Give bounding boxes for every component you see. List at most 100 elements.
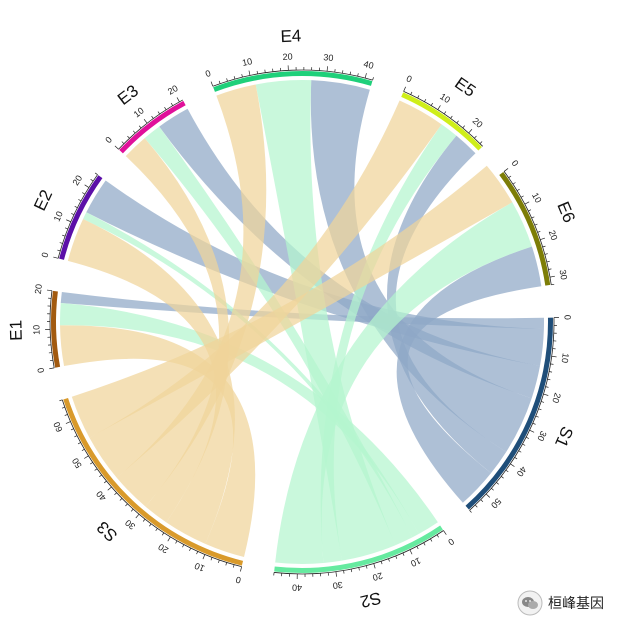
sector-label-e6: E6 [553, 199, 579, 226]
tick-mark [430, 102, 433, 106]
tick-mark [538, 408, 542, 411]
sector-axis-e1 [49, 290, 55, 368]
sector-axis-s2 [274, 530, 444, 575]
tick-mark [403, 86, 406, 92]
tick-mark [78, 199, 82, 202]
tick-mark [525, 436, 529, 439]
tick-label: 0 [405, 73, 414, 84]
link-s3-e4 [116, 84, 267, 507]
tick-mark [402, 552, 405, 556]
tick-mark [373, 563, 376, 569]
tick-mark [64, 227, 68, 230]
tick-mark [534, 223, 538, 226]
tick-label: 20 [547, 229, 560, 242]
tick-mark [103, 480, 107, 484]
tick-mark [364, 73, 367, 79]
tick-mark [233, 76, 236, 80]
tick-mark [508, 175, 512, 178]
tick-mark [53, 256, 59, 259]
tick-mark [176, 97, 180, 102]
sector-axis-e5 [403, 91, 483, 147]
tick-mark [443, 111, 447, 115]
sector-label-e2: E2 [30, 187, 56, 214]
tick-mark [537, 230, 541, 233]
tick-mark [84, 184, 90, 188]
tick-label: 10 [241, 56, 253, 68]
watermark: 桓峰基因 [517, 590, 604, 616]
link-s2-e6 [275, 202, 532, 564]
tick-mark [143, 119, 148, 124]
links-layer [60, 80, 544, 564]
tick-label: 20 [156, 542, 170, 556]
tick-mark [151, 115, 154, 119]
tick-mark [520, 195, 524, 198]
tick-mark [549, 275, 555, 278]
tick-mark [437, 105, 441, 110]
tick-mark [196, 551, 199, 555]
tick-mark [380, 561, 383, 565]
sector-band-s2 [274, 525, 443, 573]
tick-mark [241, 74, 243, 78]
tick-mark [218, 80, 221, 84]
link-s3-e3 [125, 138, 230, 523]
link-s3-e6 [71, 165, 513, 438]
tick-mark [175, 540, 178, 544]
tick-mark [531, 216, 535, 219]
tick-mark [335, 571, 337, 577]
tick-mark [468, 128, 473, 134]
tick-mark [436, 534, 439, 538]
tick-mark [450, 115, 453, 119]
tick-mark [84, 455, 89, 459]
tick-mark [358, 567, 360, 571]
sectors-layer: 0 10 20 30 40 50 S1 0 10 20 30 40 S2 0 10 20 30 40 50 60 S3 0… [6, 26, 579, 611]
sector-e1: 0 10 20 E1 [6, 283, 61, 374]
tick-mark [529, 429, 535, 433]
link-s2-e5 [320, 124, 457, 564]
tick-mark [540, 237, 546, 240]
tick-mark [357, 73, 359, 77]
tick-label: 0 [103, 135, 114, 146]
tick-mark [479, 141, 483, 144]
tick-mark [505, 469, 509, 473]
tick-label: 20 [371, 570, 383, 582]
tick-mark [90, 179, 94, 182]
tick-label: 20 [282, 52, 293, 63]
tick-mark [541, 401, 545, 403]
tick-mark [65, 421, 71, 424]
tick-mark [456, 120, 459, 124]
sector-s2: 0 10 20 30 40 S2 [273, 525, 456, 611]
tick-mark [114, 145, 119, 150]
tick-mark [514, 457, 518, 460]
tick-mark [61, 406, 65, 409]
tick-label: 30 [535, 429, 548, 442]
tick-mark [121, 141, 125, 144]
sector-axis-e3 [118, 99, 184, 150]
tick-mark [132, 130, 136, 134]
link-s2-e4 [255, 80, 396, 561]
tick-mark [500, 476, 504, 479]
tick-mark [549, 371, 553, 373]
tick-label: 10 [530, 191, 544, 205]
tick-label: 30 [123, 518, 137, 532]
tick-mark [64, 414, 68, 416]
tick-mark [516, 188, 520, 191]
tick-label: 0 [35, 367, 46, 374]
tick-label: 20 [70, 173, 84, 187]
tick-mark [416, 546, 419, 550]
tick-mark [388, 558, 390, 562]
tick-mark [94, 172, 98, 175]
tick-label: 10 [560, 352, 571, 363]
tick-label: 40 [515, 465, 529, 479]
tick-mark [99, 474, 102, 478]
tick-mark [119, 498, 123, 501]
tick-mark [532, 422, 536, 425]
tick-mark [474, 135, 477, 139]
tick-mark [82, 192, 86, 195]
tick-mark [157, 111, 160, 115]
tick-mark [543, 393, 549, 396]
tick-mark [77, 442, 81, 445]
tick-mark [524, 201, 530, 205]
tick-mark [409, 549, 413, 555]
tick-mark [74, 435, 78, 438]
tick-mark [424, 98, 427, 102]
